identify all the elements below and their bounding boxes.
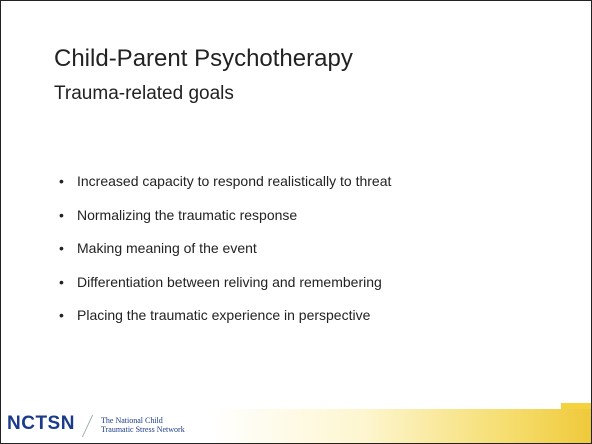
footer-band <box>211 409 591 443</box>
bullet: Differentiation between reliving and rem… <box>59 274 391 290</box>
org-line: The National Child <box>101 416 163 425</box>
bullet: Increased capacity to respond realistica… <box>59 173 391 189</box>
bullet: Normalizing the traumatic response <box>59 207 391 223</box>
org-name: The National Child Traumatic Stress Netwo… <box>101 416 185 434</box>
separator <box>81 415 94 437</box>
subtitle: Trauma-related goals <box>54 83 234 104</box>
footer-accent <box>561 403 591 409</box>
bullet: Making meaning of the event <box>59 240 391 256</box>
bullet: Placing the traumatic experience in pers… <box>59 307 391 323</box>
org-line: Traumatic Stress Network <box>101 425 185 434</box>
title: Child-Parent Psychotherapy <box>54 45 353 72</box>
footer: NCTSN The National Child Traumatic Stress… <box>1 403 591 443</box>
logo: NCTSN <box>7 413 75 434</box>
bullet-list: Increased capacity to respond realistica… <box>59 173 391 341</box>
